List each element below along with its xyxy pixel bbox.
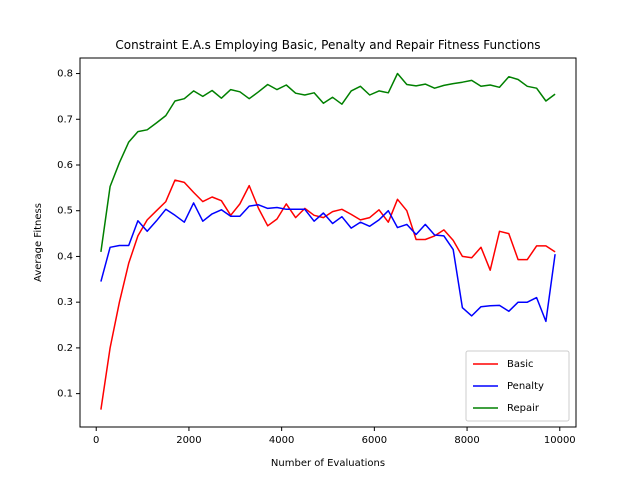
legend-label-basic: Basic bbox=[507, 359, 533, 370]
chart-title: Constraint E.A.s Employing Basic, Penalt… bbox=[115, 38, 540, 52]
y-tick-label: 0.4 bbox=[57, 251, 73, 262]
y-tick-label: 0.1 bbox=[57, 389, 73, 400]
series-line-penalty bbox=[100, 202, 556, 323]
x-tick-label: 6000 bbox=[362, 435, 387, 446]
x-tick-label: 2000 bbox=[176, 435, 201, 446]
legend: Basic Penalty Repair bbox=[465, 350, 570, 422]
plot-area bbox=[100, 72, 556, 410]
plot-frame bbox=[79, 57, 577, 428]
x-tick-label: 10000 bbox=[544, 435, 576, 446]
legend-box bbox=[465, 350, 570, 422]
series-line-basic bbox=[100, 179, 556, 410]
y-axis-label: Average Fitness bbox=[33, 203, 44, 282]
y-tick-label: 0.3 bbox=[57, 297, 73, 308]
legend-label-repair: Repair bbox=[507, 403, 540, 414]
y-axis: 0.1 0.2 0.3 0.4 0.5 0.6 0.7 0.8 bbox=[57, 69, 80, 400]
y-tick-label: 0.6 bbox=[57, 160, 73, 171]
x-axis-label: Number of Evaluations bbox=[271, 458, 385, 469]
series-line-repair bbox=[100, 72, 556, 253]
x-axis: 0 2000 4000 6000 8000 10000 bbox=[93, 427, 576, 446]
y-tick-label: 0.7 bbox=[57, 114, 73, 125]
x-tick-label: 4000 bbox=[269, 435, 294, 446]
y-tick-label: 0.5 bbox=[57, 206, 73, 217]
x-tick-label: 8000 bbox=[454, 435, 479, 446]
y-tick-label: 0.2 bbox=[57, 343, 73, 354]
legend-label-penalty: Penalty bbox=[507, 381, 544, 392]
x-tick-label: 0 bbox=[93, 435, 99, 446]
y-tick-label: 0.8 bbox=[57, 69, 73, 80]
